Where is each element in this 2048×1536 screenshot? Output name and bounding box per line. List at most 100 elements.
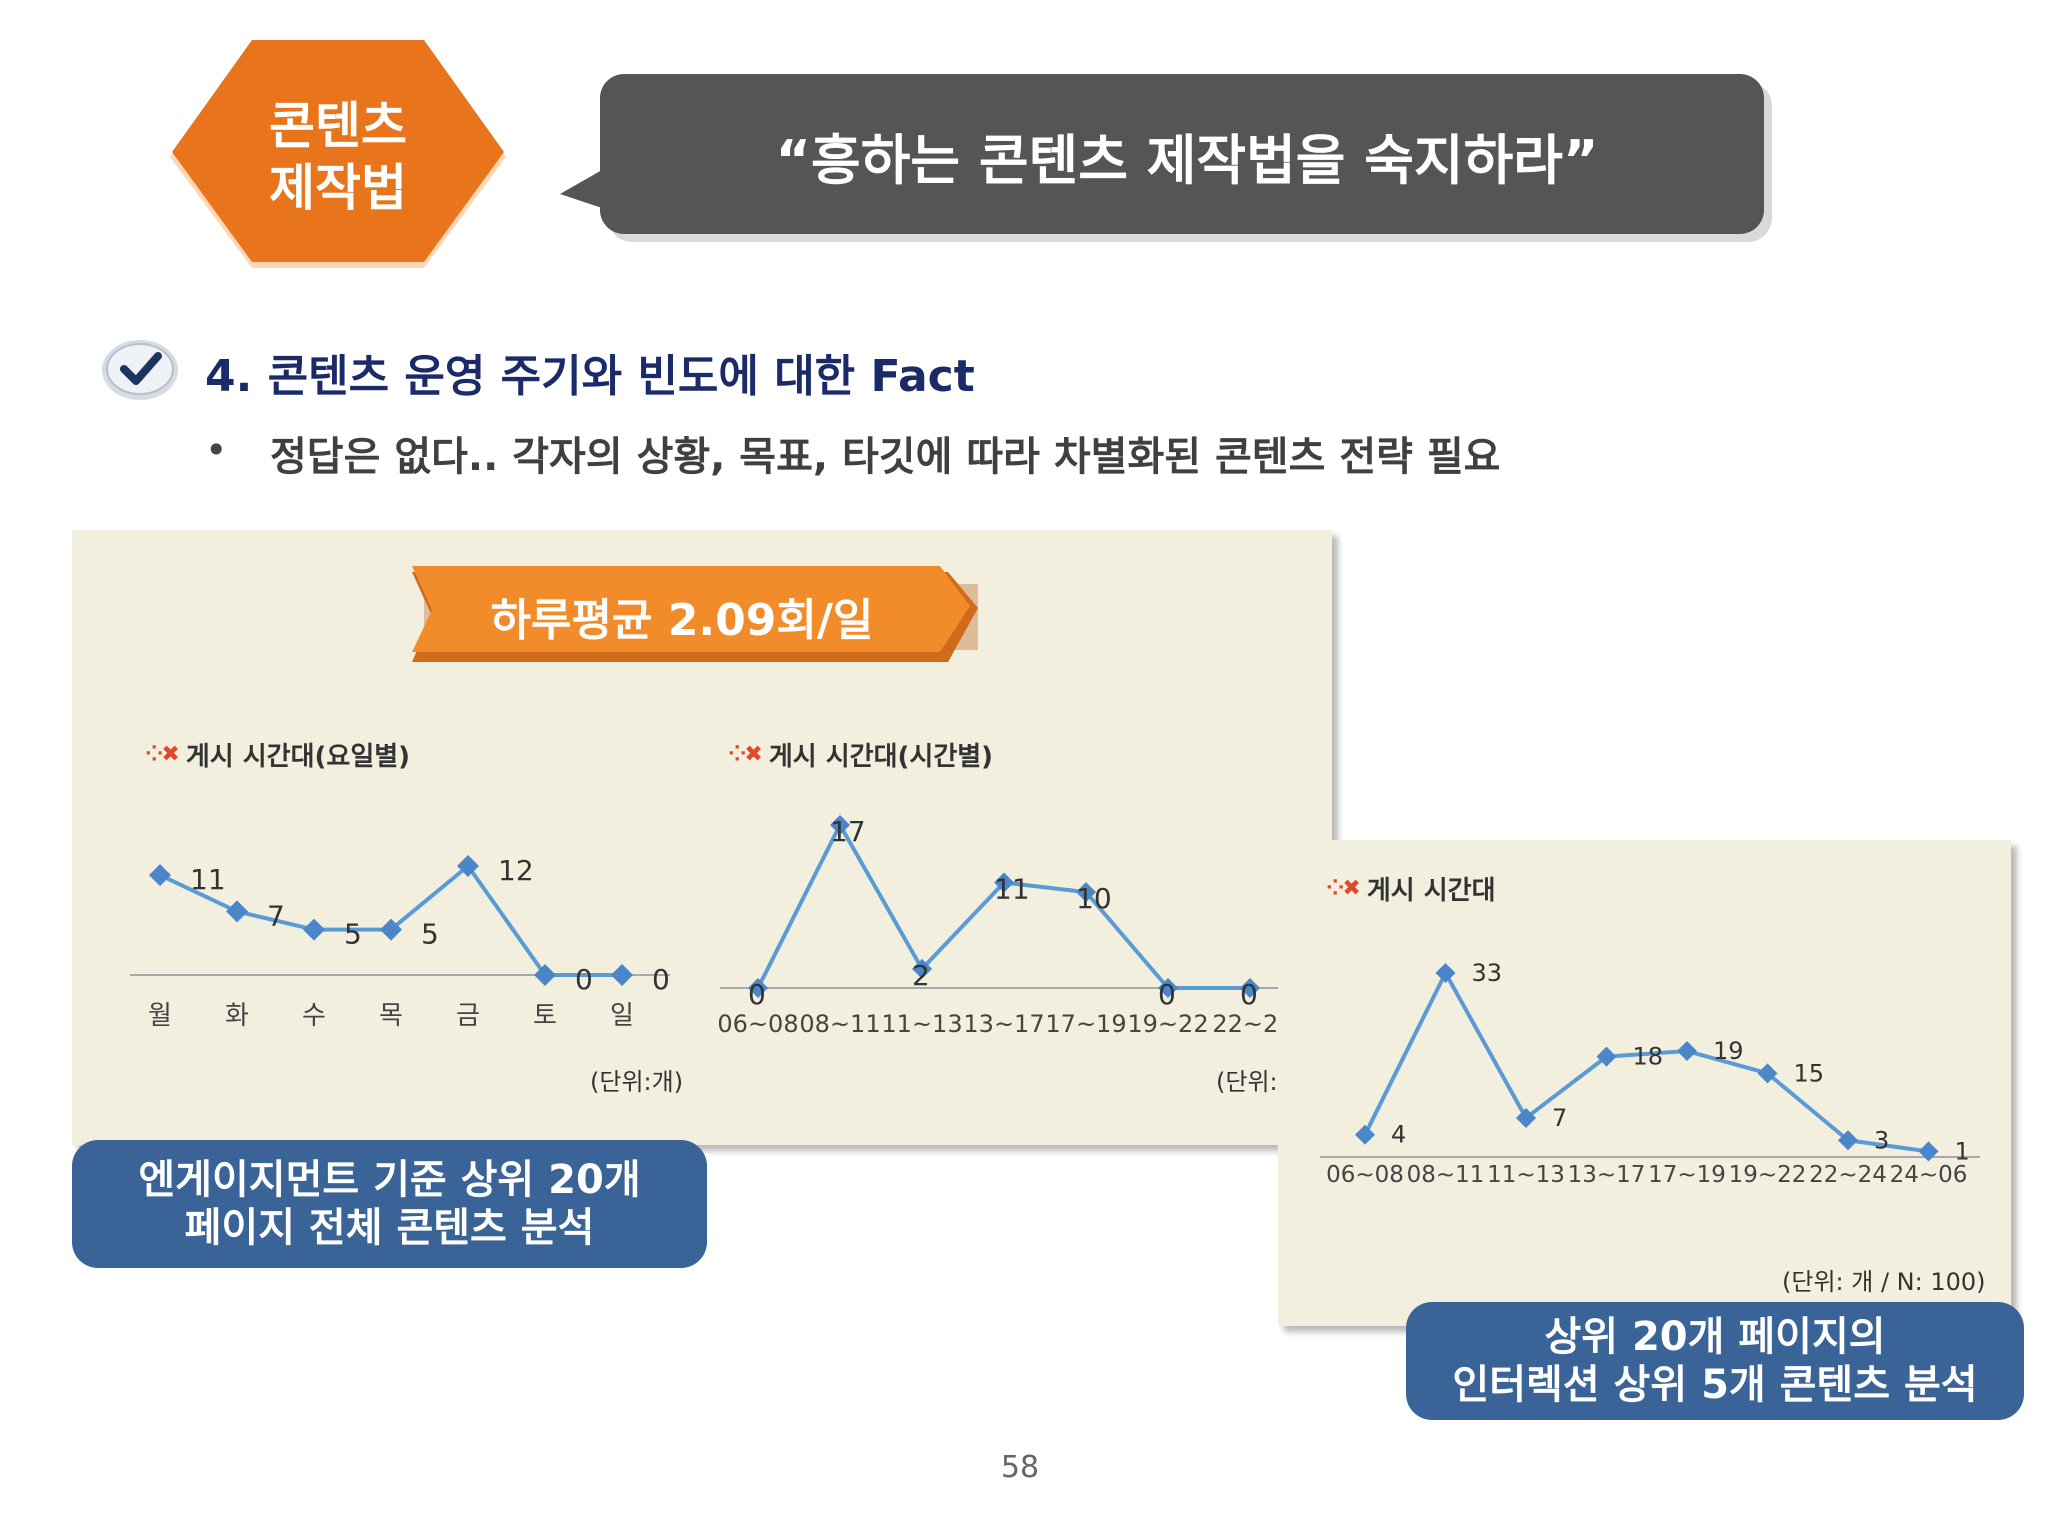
chart-3-data-label: 7 — [1552, 1104, 1567, 1132]
chart-2-series-line — [756, 823, 1250, 990]
chart-2-tick-label: 08~11 — [799, 1010, 880, 1038]
chart-1-point — [611, 964, 633, 986]
chart-3-point — [1677, 1041, 1697, 1062]
chart-2-point — [1076, 882, 1096, 903]
chart-1-point — [380, 918, 402, 941]
chart-2-point — [994, 872, 1014, 893]
scatter-mark-icon: ⁘✖ — [145, 742, 180, 767]
chart-1-tick-label: 금 — [456, 1001, 480, 1031]
chart-2-data-label: 10 — [1076, 882, 1112, 915]
chart-2-data-label: 0 — [1158, 978, 1176, 1011]
chart-1-data-label: 12 — [498, 854, 534, 887]
chart-2-data-label: 17 — [830, 815, 866, 848]
chart-1-tick-label: 수 — [302, 1001, 326, 1031]
chart-2-data-label: 0 — [748, 978, 766, 1011]
caption-interaction-line-1: 상위 20개 페이지의 — [1544, 1314, 1886, 1360]
chart-interaction-hourly: 4 33 7 18 19 15 3 1 06~08 08~11 11~13 13~17 17~19 19~… — [1320, 959, 1980, 1188]
chart-1-data-label: 5 — [421, 918, 439, 951]
chart-2-title-text: 게시 시간대(시간별) — [768, 742, 994, 772]
average-ribbon-label: 하루평균 2.09회/일 — [490, 595, 874, 646]
chart-3-point — [1596, 1046, 1617, 1067]
chart-2-data-label: 0 — [1240, 978, 1258, 1011]
chart-3-tick-label: 06~08 — [1326, 1162, 1404, 1188]
header-quote: “흥하는 콘텐츠 제작법을 숙지하라” — [775, 128, 1599, 192]
chart-3-tick-label: 17~19 — [1648, 1162, 1726, 1188]
chart-3-unit: (단위: 개 / N: 100) — [1782, 1268, 1986, 1296]
chart-3-tick-label: 19~22 — [1729, 1162, 1807, 1188]
chart-1-tick-label: 화 — [225, 1001, 249, 1031]
chart-1-data-label: 11 — [190, 863, 226, 896]
chart-2-point — [1158, 978, 1178, 998]
chart-1-point — [226, 900, 248, 923]
caption-interaction-line-2: 인터렉션 상위 5개 콘텐츠 분석 — [1452, 1362, 1978, 1408]
caption-main-line-2: 페이지 전체 콘텐츠 분석 — [184, 1205, 595, 1251]
page-number: 58 — [1000, 1450, 1040, 1485]
chart-3-title-text: 게시 시간대 — [1366, 876, 1496, 906]
chart-2-point — [830, 815, 850, 835]
caption-interaction: 상위 20개 페이지의 인터렉션 상위 5개 콘텐츠 분석 — [1406, 1302, 2024, 1420]
chart-1-point — [534, 964, 556, 986]
chart-2-tick-label: 17~19 — [1045, 1010, 1126, 1038]
chart-3-point — [1435, 963, 1456, 983]
check-icon — [102, 340, 178, 400]
chart-2-point — [1240, 978, 1260, 998]
chart-1-tick-label: 월 — [148, 1001, 172, 1031]
chart-3-point — [1918, 1141, 1939, 1162]
chart-1-data-label: 5 — [344, 918, 362, 951]
chart-3-series-line — [1363, 971, 1929, 1154]
chart-3-tick-label: 11~13 — [1487, 1162, 1565, 1188]
chart-2-tick-label: 19~22 — [1127, 1010, 1208, 1038]
chart-2-title: ⁘✖ 게시 시간대(시간별) — [728, 736, 993, 773]
chart-1-point — [149, 864, 171, 887]
chart-2-data-label: 2 — [912, 959, 930, 992]
chart-1-point — [303, 918, 325, 941]
chart-3-tick-label: 13~17 — [1568, 1162, 1646, 1188]
chart-3-point — [1757, 1063, 1778, 1084]
chart-3-tick-label: 24~06 — [1890, 1162, 1968, 1188]
chart-1-data-label: 0 — [575, 963, 593, 996]
chart-1-data-label: 7 — [267, 899, 285, 932]
chart-1-tick-label: 일 — [610, 1001, 634, 1031]
scatter-mark-icon: ⁘✖ — [1326, 876, 1361, 901]
caption-main: 엔게이지먼트 기준 상위 20개 페이지 전체 콘텐츠 분석 — [72, 1140, 707, 1268]
chart-3-title: ⁘✖ 게시 시간대 — [1326, 870, 1496, 907]
chart-3-data-label: 19 — [1713, 1037, 1744, 1065]
chart-2-tick-label: 22~2( — [1212, 1010, 1280, 1038]
chart-2-tick-label: 06~08 — [717, 1010, 798, 1038]
badge-line-2: 제작법 — [269, 159, 407, 217]
chart-1-tick-label: 토 — [533, 1001, 557, 1031]
chart-3-data-label: 15 — [1794, 1059, 1825, 1087]
chart-1-unit: (단위:개) — [590, 1068, 684, 1096]
chart-2-tick-label: 13~17 — [963, 1010, 1044, 1038]
chart-2-point — [748, 978, 768, 998]
chart-panel-interaction — [1278, 840, 2011, 1326]
chart-2-data-label: 11 — [994, 873, 1030, 906]
chart-3-tick-label: 22~24 — [1809, 1162, 1887, 1188]
chart-3-data-label: 33 — [1472, 959, 1503, 987]
caption-main-line-1: 엔게이지먼트 기준 상위 20개 — [138, 1157, 641, 1203]
chart-3-data-label: 3 — [1874, 1126, 1889, 1154]
quote-bubble — [560, 74, 1772, 242]
chart-2-point — [912, 958, 932, 979]
chart-1-data-label: 0 — [652, 963, 670, 996]
scatter-mark-icon: ⁘✖ — [728, 742, 763, 767]
badge-line-1: 콘텐츠 — [269, 97, 407, 155]
chart-1-tick-label: 목 — [379, 1001, 403, 1031]
hexagon-badge-label: 콘텐츠 제작법 — [168, 40, 508, 274]
chart-3-point — [1355, 1124, 1375, 1145]
chart-3-data-label: 1 — [1955, 1137, 1970, 1165]
section-title: 4. 콘텐츠 운영 주기와 빈도에 대한 Fact — [205, 351, 975, 402]
bullet-dot: • — [205, 428, 228, 472]
chart-1-title: ⁘✖ 게시 시간대(요일별) — [145, 736, 410, 773]
chart-3-data-label: 4 — [1391, 1121, 1406, 1149]
chart-2-unit: (단위: — [1216, 1068, 1278, 1096]
chart-1-point — [457, 855, 479, 877]
hexagon-badge — [170, 40, 506, 268]
chart-3-tick-label: 08~11 — [1407, 1162, 1485, 1188]
chart-weekday: 11 7 5 5 12 0 0 월 화 수 목 금 토 일 — [130, 854, 670, 1031]
chart-3-point — [1516, 1107, 1536, 1128]
average-ribbon — [412, 566, 978, 662]
chart-2-tick-label: 11~13 — [881, 1010, 962, 1038]
chart-1-title-text: 게시 시간대(요일별) — [185, 742, 411, 772]
